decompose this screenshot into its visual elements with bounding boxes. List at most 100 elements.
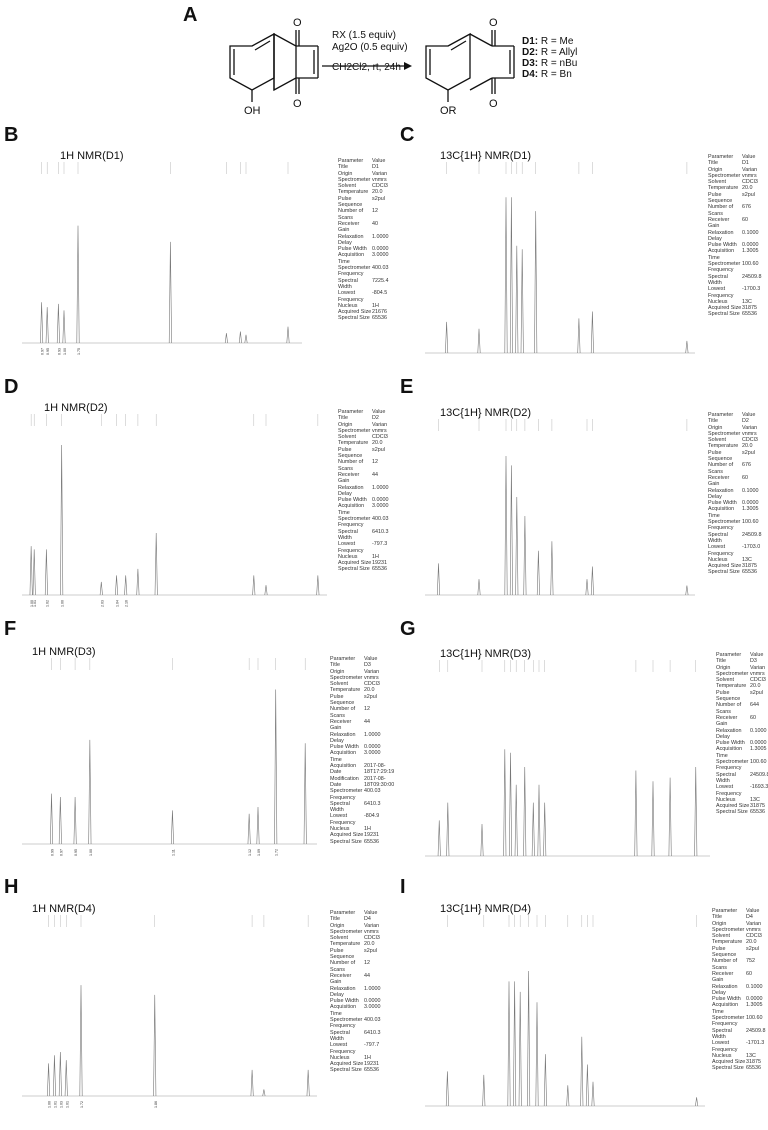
parameter-name: Lowest Frequency bbox=[338, 541, 364, 554]
parameter-value: Value bbox=[364, 910, 378, 916]
reaction-scheme: O O OH O O OR bbox=[229, 17, 515, 117]
parameter-name: Spectral Size bbox=[708, 569, 740, 576]
parameter-row: Pulse Width 0.0000 bbox=[330, 744, 394, 750]
integral-label: 1.09 bbox=[257, 849, 261, 856]
parameter-row: Relaxation Delay 0.1000 bbox=[708, 230, 768, 243]
parameter-value: s2pul bbox=[372, 195, 385, 202]
spectrum-peak bbox=[170, 810, 174, 845]
parameter-name: Modification Date bbox=[330, 775, 359, 788]
parameter-name: Parameter bbox=[338, 158, 364, 164]
parameter-value: 2017-08-18T17:29:19 bbox=[364, 763, 395, 776]
reactant-oh: OH bbox=[244, 105, 261, 117]
integral-label: 1.04 bbox=[116, 600, 120, 607]
parameter-row: Pulse Width 0.0000 bbox=[330, 998, 394, 1004]
parameter-value: 3.0000 bbox=[372, 503, 389, 510]
spectrum-peak bbox=[515, 245, 519, 354]
spectrum-peak bbox=[252, 575, 256, 596]
parameter-name: Temperature bbox=[330, 687, 361, 694]
parameter-row: Relaxation Delay 1.0000 bbox=[338, 234, 402, 247]
parameter-row: Nucleus 13C bbox=[708, 557, 768, 563]
parameter-name: Acquired Size bbox=[712, 1059, 746, 1066]
parameter-row: Spectrometer vnmrs bbox=[330, 929, 394, 935]
parameter-row: Acquired Size 31875 bbox=[716, 803, 768, 809]
parameter-value: 20.0 bbox=[742, 443, 753, 450]
parameter-name: Pulse Width bbox=[708, 242, 737, 249]
parameter-row: Acquisition Time 1.3005 bbox=[716, 746, 768, 759]
parameter-name: Title bbox=[338, 164, 348, 171]
parameter-row: Relaxation Delay 1.0000 bbox=[330, 986, 394, 999]
spectrum-peak bbox=[507, 981, 511, 1107]
spectrum-peak bbox=[50, 793, 53, 845]
spectrum-peak bbox=[518, 991, 522, 1107]
integral-label: 0.99 bbox=[51, 849, 55, 856]
parameter-value: 13C bbox=[746, 1052, 756, 1059]
integral-label: 1.01 bbox=[65, 1101, 69, 1108]
parameter-row: Pulse Width 0.0000 bbox=[712, 996, 768, 1002]
parameter-name: Number of Scans bbox=[338, 459, 364, 472]
parameter-row: Spectral Size 65536 bbox=[708, 311, 768, 317]
parameter-row: Spectral Size 65536 bbox=[708, 569, 768, 575]
parameter-value: Value bbox=[372, 409, 386, 415]
parameter-row: Parameter Value bbox=[330, 656, 394, 662]
spectrum-peak bbox=[286, 326, 290, 344]
integral-label: 1.11 bbox=[171, 849, 175, 856]
parameter-row: Spectral Size 65536 bbox=[330, 1067, 394, 1073]
parameter-value: 20.0 bbox=[372, 440, 383, 447]
parameter-name: Title bbox=[338, 415, 348, 422]
parameter-row: Spectrometer vnmrs bbox=[330, 675, 394, 681]
parameter-name: Temperature bbox=[338, 189, 369, 196]
parameter-value: Value bbox=[750, 652, 764, 658]
parameter-value: CDCl3 bbox=[364, 681, 380, 688]
parameter-value: -804.5 bbox=[372, 290, 388, 297]
parameter-row: Number of Scans 676 bbox=[708, 462, 768, 475]
parameter-value: 60 bbox=[750, 714, 756, 721]
spectrum-peak bbox=[590, 311, 594, 354]
spectrum-peak bbox=[115, 575, 119, 596]
parameter-name: Origin bbox=[708, 424, 723, 431]
parameter-name: Relaxation Delay bbox=[712, 983, 738, 996]
spectrum-peak bbox=[47, 1063, 51, 1097]
parameter-row: Solvent CDCl3 bbox=[708, 437, 768, 443]
parameter-value: 65536 bbox=[364, 838, 379, 845]
parameter-value: 21676 bbox=[372, 309, 387, 316]
parameter-name: Spectrometer Frequency bbox=[712, 1015, 745, 1028]
parameter-value: 0.1000 bbox=[742, 487, 759, 494]
parameter-value: vnmrs bbox=[372, 427, 387, 434]
parameter-value: 12 bbox=[372, 459, 378, 466]
parameter-value: CDCl3 bbox=[364, 935, 380, 942]
parameter-row: Number of Scans 644 bbox=[716, 702, 768, 715]
parameter-row: Lowest Frequency -797.3 bbox=[338, 541, 402, 554]
parameter-name: Pulse Width bbox=[712, 996, 741, 1003]
parameter-name: Pulse Sequence bbox=[338, 446, 363, 460]
reagent-line-2: Ag2O (0.5 equiv) bbox=[332, 42, 408, 53]
parameter-value: 44 bbox=[372, 471, 378, 478]
spectrum-peak bbox=[124, 575, 128, 596]
parameter-value: 24509.8 bbox=[742, 531, 762, 538]
product-d1: D1: R = Me bbox=[522, 36, 574, 47]
parameter-name: Nucleus bbox=[330, 826, 350, 833]
spectrum-peak bbox=[520, 249, 524, 354]
product-legend: D1: R = Me D2: R = Allyl D3: R = nBu D4:… bbox=[522, 36, 577, 80]
parameter-row: Acquisition Time 3.0000 bbox=[330, 1004, 394, 1017]
spectrum-peak bbox=[514, 784, 518, 857]
parameter-value: 1H bbox=[364, 826, 371, 833]
parameter-name: Spectral Size bbox=[716, 809, 748, 816]
spectrum-peak bbox=[168, 241, 172, 344]
parameter-value: 24509.8 bbox=[746, 1027, 766, 1034]
parameter-name: Origin bbox=[330, 668, 345, 675]
parameter-value: 65536 bbox=[746, 1065, 761, 1072]
spectrum-peak bbox=[262, 1089, 266, 1097]
parameter-name: Receiver Gain bbox=[338, 471, 360, 485]
parameter-table: Parameter Value Title D1 Origin Varian Spectro… bbox=[708, 154, 768, 318]
parameter-row: Temperature 20.0 bbox=[330, 687, 394, 693]
parameter-name: Number of Scans bbox=[708, 204, 734, 217]
parameter-row: Parameter Value bbox=[716, 652, 768, 658]
parameter-name: Spectrometer Frequency bbox=[716, 759, 749, 772]
parameter-name: Pulse Width bbox=[330, 744, 359, 751]
spectrum-peak bbox=[58, 796, 62, 845]
parameter-name: Pulse Width bbox=[330, 998, 359, 1005]
parameter-row: Relaxation Delay 0.1000 bbox=[716, 728, 768, 741]
parameter-value: 1.3005 bbox=[742, 248, 759, 255]
parameter-row: Nucleus 13C bbox=[716, 797, 768, 803]
parameter-row: Number of Scans 12 bbox=[338, 208, 402, 221]
